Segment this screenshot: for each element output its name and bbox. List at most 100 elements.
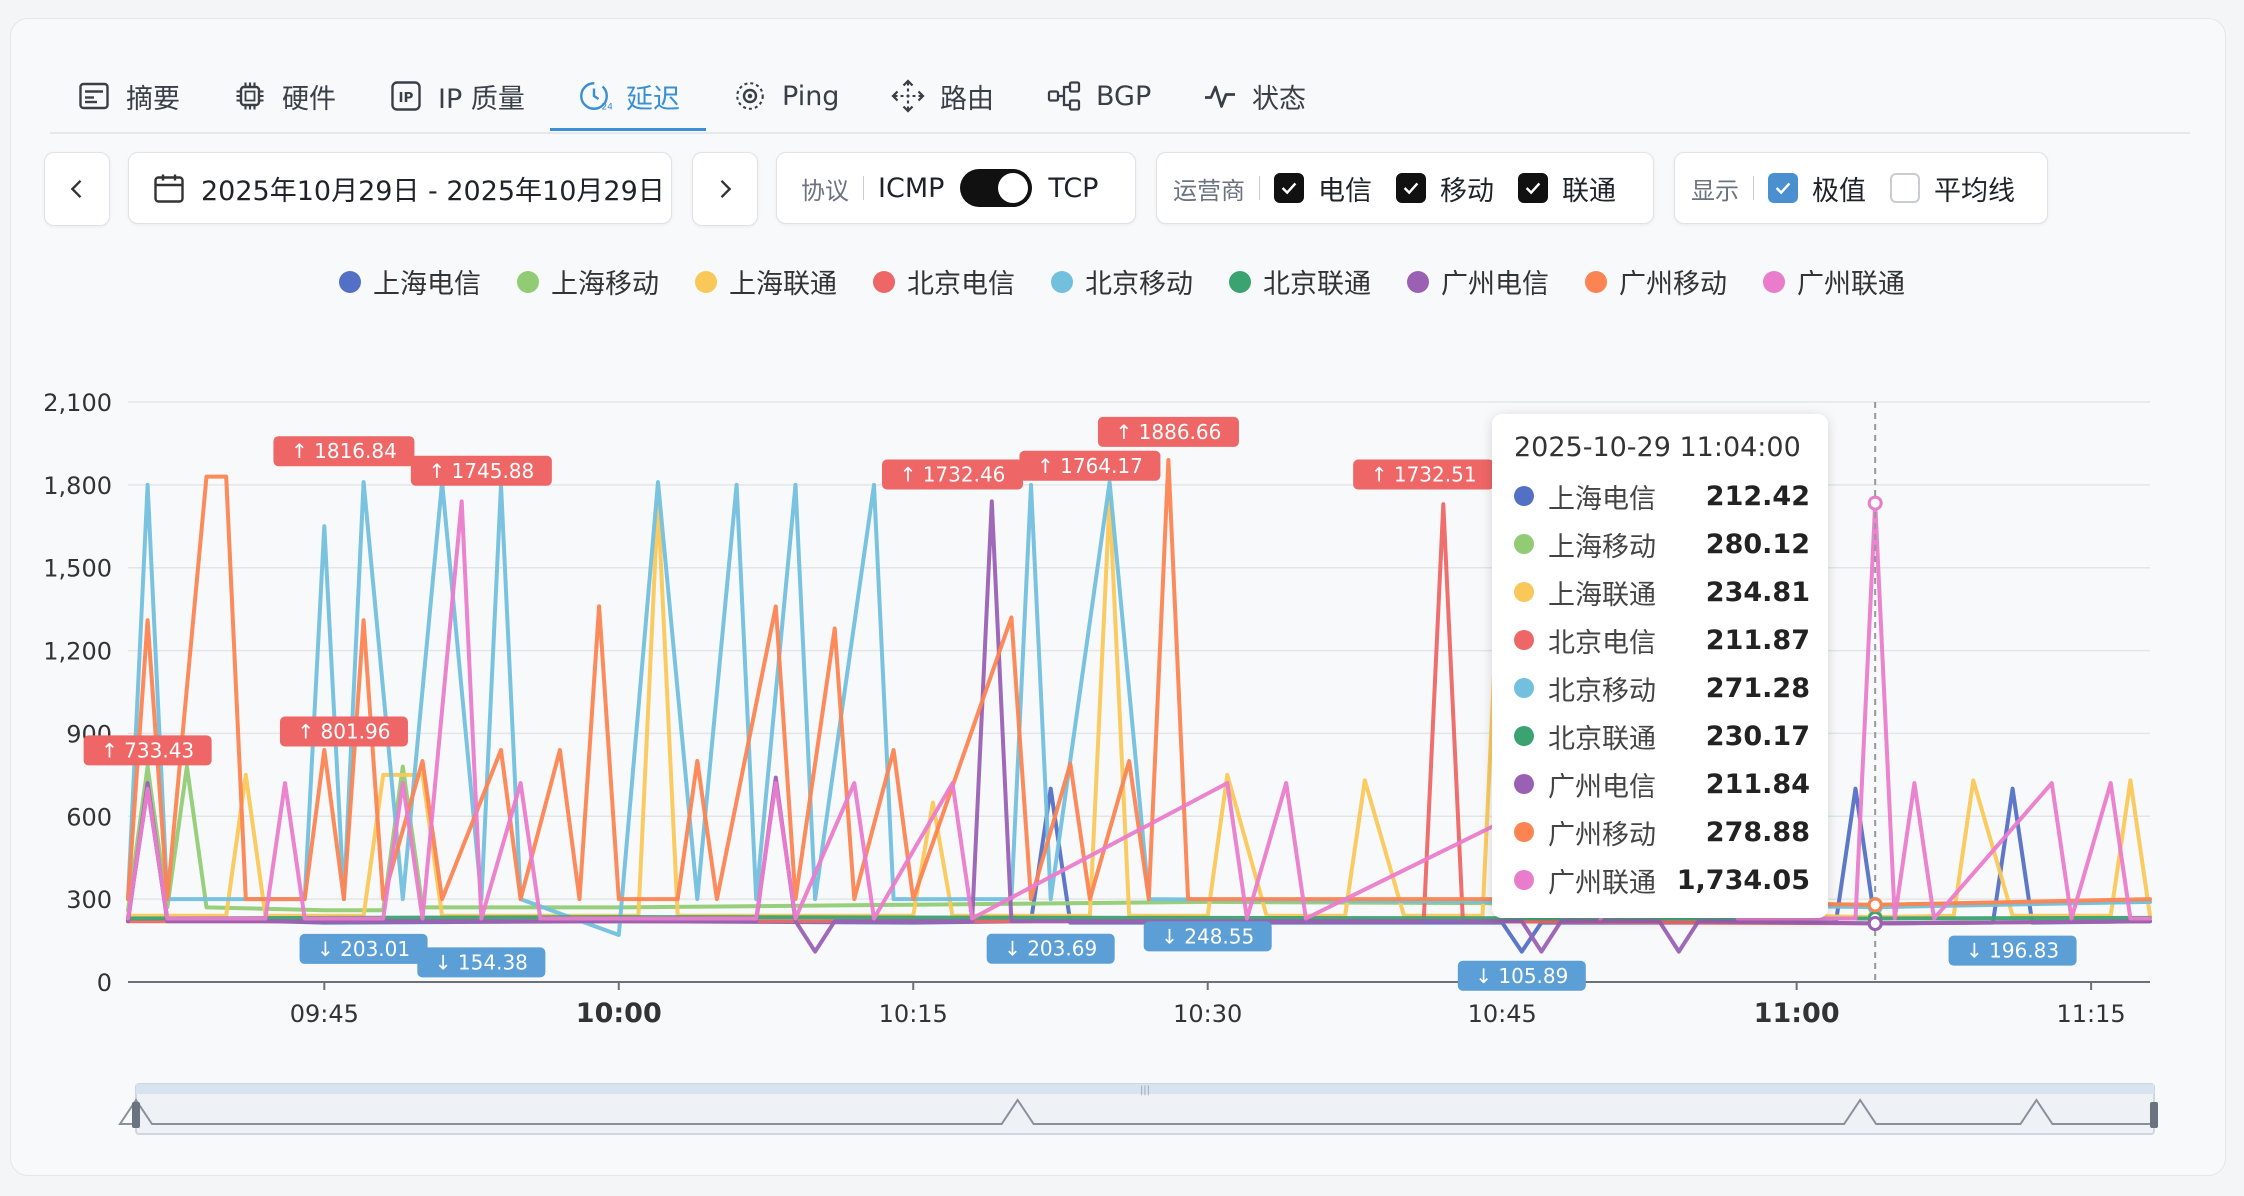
tab-label: 路由: [940, 83, 994, 115]
legend-item[interactable]: 广州移动: [1585, 262, 1727, 301]
series-line: [126, 496, 2152, 920]
zoom-slider-selection: [136, 1084, 2154, 1094]
protocol-group: 协议 ICMP TCP: [776, 152, 1136, 224]
series-line: [126, 499, 2152, 954]
tooltip-series-value: 211.87: [1705, 624, 1810, 656]
tab-latency[interactable]: 24 延迟: [576, 62, 680, 130]
tooltip-row: 上海移动 280.12: [1514, 524, 1810, 564]
extreme-badge: [986, 933, 1115, 964]
next-date-button[interactable]: [692, 152, 758, 226]
carrier-unicom-label[interactable]: 联通: [1562, 175, 1616, 207]
legend-dot: [1514, 822, 1534, 842]
pulse-icon: [1205, 85, 1235, 108]
series-line: [126, 480, 2152, 937]
tab-hardware[interactable]: 硬件: [232, 62, 336, 130]
active-tab-indicator: [550, 128, 706, 131]
divider: [1753, 176, 1754, 200]
x-tick-label: 11:00: [1754, 998, 1840, 1029]
svg-text:IP: IP: [399, 90, 414, 106]
chip-icon: [236, 82, 264, 110]
extreme-badge-label: ↓ 154.38: [435, 950, 528, 974]
tab-route[interactable]: 路由: [890, 62, 994, 130]
extreme-badge-label: ↑ 1732.46: [900, 463, 1006, 487]
y-tick-label: 1,200: [43, 638, 112, 666]
legend-item[interactable]: 上海电信: [339, 262, 481, 301]
tooltip-row: 广州联通 1,734.05: [1514, 860, 1810, 900]
tooltip-series-value: 230.17: [1705, 720, 1810, 752]
tab-bgp[interactable]: BGP: [1046, 62, 1151, 130]
legend-item[interactable]: 北京移动: [1051, 262, 1193, 301]
legend-dot: [1407, 270, 1429, 293]
legend-dot: [873, 270, 895, 293]
tab-ping[interactable]: Ping: [732, 62, 839, 130]
tab-summary[interactable]: 摘要: [76, 62, 180, 130]
legend-item[interactable]: 广州电信: [1407, 262, 1549, 301]
show-extremes-label[interactable]: 极值: [1812, 175, 1866, 207]
carrier-label: 运营商: [1173, 176, 1245, 205]
zoom-handle-left[interactable]: [132, 1102, 140, 1128]
legend-dot: [1514, 534, 1534, 554]
protocol-tcp-label[interactable]: TCP: [1048, 172, 1099, 204]
tooltip-series-value: 278.88: [1705, 816, 1810, 848]
carrier-unicom-checkbox[interactable]: [1518, 173, 1548, 203]
tab-label: 状态: [1252, 83, 1306, 115]
legend-label: 北京联通: [1263, 269, 1371, 300]
extreme-badge-label: ↑ 733.43: [101, 738, 194, 762]
chevron-left-icon: [70, 180, 82, 198]
bgp-network-icon: [1047, 81, 1081, 111]
protocol-icmp-label[interactable]: ICMP: [878, 172, 945, 204]
tooltip-row: 广州电信 211.84: [1514, 764, 1810, 804]
ip-icon: IP: [391, 81, 421, 111]
extreme-badge: [417, 947, 546, 978]
x-tick-label: 10:00: [576, 998, 662, 1029]
show-extremes-checkbox[interactable]: [1768, 173, 1798, 203]
show-average-checkbox[interactable]: [1890, 173, 1920, 203]
tooltip-time: 2025-10-29 11:04:00: [1514, 432, 1801, 463]
zoom-handle-right[interactable]: [2150, 1102, 2158, 1128]
legend-item[interactable]: 广州联通: [1763, 262, 1905, 301]
series-line: [126, 458, 2152, 907]
legend-label: 广州移动: [1619, 269, 1727, 300]
crosshair-point: [1867, 495, 1883, 511]
extreme-badge: [1948, 935, 2077, 966]
carrier-telecom-checkbox[interactable]: [1274, 173, 1304, 203]
tooltip-series-name: 北京移动: [1548, 675, 1656, 707]
tooltip-series-value: 212.42: [1705, 480, 1810, 512]
divider: [1259, 176, 1260, 200]
tooltip-series-value: 271.28: [1705, 672, 1810, 704]
tooltip-series-name: 广州联通: [1548, 867, 1656, 899]
y-tick-label: 300: [66, 886, 112, 914]
legend-dot: [1514, 726, 1534, 746]
tab-ip-quality[interactable]: IP IP 质量: [388, 62, 525, 130]
legend-item[interactable]: 北京电信: [873, 262, 1015, 301]
legend-dot: [695, 270, 717, 293]
tooltip-series-name: 广州移动: [1548, 819, 1656, 851]
carrier-telecom-label[interactable]: 电信: [1318, 175, 1372, 207]
carrier-mobile-label[interactable]: 移动: [1440, 175, 1494, 207]
legend-label: 上海联通: [729, 269, 837, 300]
display-group: 显示 极值 平均线: [1674, 152, 2048, 224]
show-average-label[interactable]: 平均线: [1934, 175, 2015, 207]
legend-item[interactable]: 北京联通: [1229, 262, 1371, 301]
extreme-badge-label: ↓ 203.01: [317, 937, 410, 961]
carrier-mobile-checkbox[interactable]: [1396, 173, 1426, 203]
date-range-picker[interactable]: 2025年10月29日 - 2025年10月29日: [128, 152, 672, 224]
extreme-badge: [1143, 921, 1272, 952]
legend-item[interactable]: 上海联通: [695, 262, 837, 301]
extreme-badge-label: ↓ 248.55: [1161, 924, 1254, 948]
tab-label: Ping: [782, 80, 840, 112]
tab-status[interactable]: 状态: [1202, 62, 1306, 130]
tooltip-row: 北京移动 271.28: [1514, 668, 1810, 708]
x-tick-label: 10:30: [1173, 1000, 1242, 1028]
extreme-badge-label: ↑ 1764.17: [1037, 454, 1143, 478]
legend-item[interactable]: 上海移动: [517, 262, 659, 301]
latency-clock-icon: 24: [580, 82, 612, 113]
protocol-toggle[interactable]: [960, 169, 1033, 207]
extreme-badge: [83, 735, 212, 766]
extreme-badge: [279, 716, 408, 747]
legend-label: 北京电信: [907, 269, 1015, 300]
extreme-badge-label: ↓ 196.83: [1966, 939, 2059, 963]
prev-date-button[interactable]: [44, 152, 110, 226]
legend-label: 广州联通: [1797, 269, 1905, 300]
